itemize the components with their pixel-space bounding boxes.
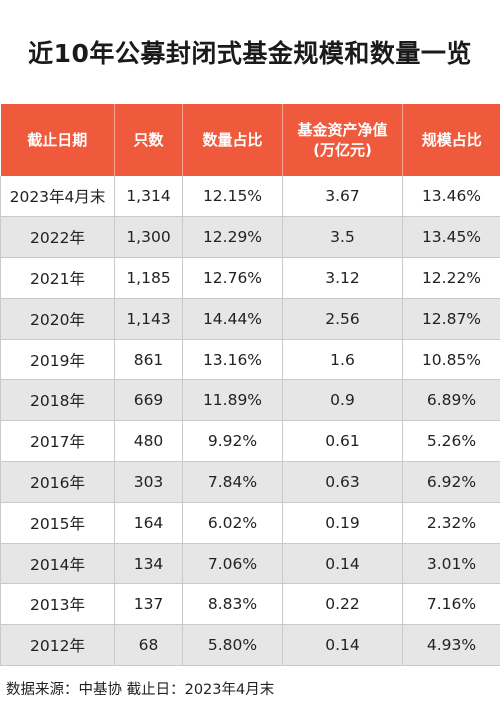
header-net-asset: 基金资产净值 (万亿元) [282, 104, 403, 176]
net-asset-cell: 2.56 [282, 298, 403, 340]
scale-ratio-cell: 7.16% [402, 583, 500, 626]
scale-ratio-cell: 13.46% [402, 176, 500, 218]
table-row: 2015年 164 6.02% 0.19 2.32% [0, 502, 500, 544]
net-asset-cell: 0.22 [282, 583, 403, 626]
scale-ratio-cell: 10.85% [402, 339, 500, 381]
count-cell: 68 [114, 624, 183, 667]
page-title: 近10年公募封闭式基金规模和数量一览 [28, 39, 472, 68]
net-asset-cell: 0.61 [282, 420, 403, 463]
table-row: 2012年 68 5.80% 0.14 4.93% [0, 624, 500, 667]
count-ratio-cell: 12.15% [182, 176, 283, 218]
table-row: 2017年 480 9.92% 0.61 5.26% [0, 420, 500, 463]
table-header-row: 截止日期 只数 数量占比 基金资产净值 (万亿元) 规模占比 [0, 104, 500, 176]
date-cell: 2017年 [0, 420, 115, 463]
table-row: 2020年 1,143 14.44% 2.56 12.87% [0, 298, 500, 340]
header-net-asset-label: 基金资产净值 [297, 121, 388, 139]
net-asset-cell: 3.12 [282, 257, 403, 299]
count-ratio-cell: 5.80% [182, 624, 283, 667]
scale-ratio-cell: 5.26% [402, 420, 500, 463]
table-row: 2022年 1,300 12.29% 3.5 13.45% [0, 216, 500, 259]
scale-ratio-cell: 4.93% [402, 624, 500, 667]
count-cell: 1,314 [114, 176, 183, 218]
count-ratio-cell: 12.29% [182, 216, 283, 259]
count-cell: 1,185 [114, 257, 183, 299]
scale-ratio-cell: 3.01% [402, 543, 500, 585]
net-asset-cell: 0.9 [282, 379, 403, 422]
table-row: 2018年 669 11.89% 0.9 6.89% [0, 379, 500, 422]
count-cell: 137 [114, 583, 183, 626]
net-asset-cell: 0.63 [282, 461, 403, 503]
count-cell: 134 [114, 543, 183, 585]
header-date: 截止日期 [0, 104, 115, 176]
table-row: 2021年 1,185 12.76% 3.12 12.22% [0, 257, 500, 299]
date-cell: 2016年 [0, 461, 115, 503]
scale-ratio-cell: 6.92% [402, 461, 500, 503]
net-asset-cell: 3.67 [282, 176, 403, 218]
table-row: 2023年4月末 1,314 12.15% 3.67 13.46% [0, 176, 500, 218]
header-net-asset-unit: (万亿元) [313, 141, 372, 159]
net-asset-cell: 0.19 [282, 502, 403, 544]
count-ratio-cell: 12.76% [182, 257, 283, 299]
date-cell: 2014年 [0, 543, 115, 585]
date-cell: 2013年 [0, 583, 115, 626]
count-cell: 1,300 [114, 216, 183, 259]
scale-ratio-cell: 12.22% [402, 257, 500, 299]
scale-ratio-cell: 13.45% [402, 216, 500, 259]
data-source-note: 数据来源：中基协 截止日：2023年4月末 [6, 682, 275, 698]
fund-scale-table: 截止日期 只数 数量占比 基金资产净值 (万亿元) 规模占比 2023年4月末 1… [0, 104, 500, 667]
count-cell: 861 [114, 339, 183, 381]
table-row: 2014年 134 7.06% 0.14 3.01% [0, 543, 500, 585]
net-asset-cell: 0.14 [282, 543, 403, 585]
count-cell: 303 [114, 461, 183, 503]
table-row: 2013年 137 8.83% 0.22 7.16% [0, 583, 500, 626]
count-ratio-cell: 7.84% [182, 461, 283, 503]
count-ratio-cell: 6.02% [182, 502, 283, 544]
date-cell: 2022年 [0, 216, 115, 259]
net-asset-cell: 1.6 [282, 339, 403, 381]
table-row: 2019年 861 13.16% 1.6 10.85% [0, 339, 500, 381]
net-asset-cell: 3.5 [282, 216, 403, 259]
net-asset-cell: 0.14 [282, 624, 403, 667]
scale-ratio-cell: 2.32% [402, 502, 500, 544]
scale-ratio-cell: 12.87% [402, 298, 500, 340]
count-cell: 480 [114, 420, 183, 463]
table-row: 2016年 303 7.84% 0.63 6.92% [0, 461, 500, 503]
count-cell: 1,143 [114, 298, 183, 340]
count-ratio-cell: 8.83% [182, 583, 283, 626]
table-body: 2023年4月末 1,314 12.15% 3.67 13.46% 2022年 1,300 1… [0, 176, 500, 667]
count-ratio-cell: 11.89% [182, 379, 283, 422]
count-ratio-cell: 9.92% [182, 420, 283, 463]
date-cell: 2019年 [0, 339, 115, 381]
header-count: 只数 [114, 104, 183, 176]
scale-ratio-cell: 6.89% [402, 379, 500, 422]
date-cell: 2020年 [0, 298, 115, 340]
date-cell: 2021年 [0, 257, 115, 299]
count-ratio-cell: 7.06% [182, 543, 283, 585]
date-cell: 2015年 [0, 502, 115, 544]
count-cell: 669 [114, 379, 183, 422]
count-ratio-cell: 14.44% [182, 298, 283, 340]
header-scale-ratio: 规模占比 [421, 131, 482, 149]
date-cell: 2012年 [0, 624, 115, 667]
date-cell: 2023年4月末 [0, 176, 115, 218]
date-cell: 2018年 [0, 379, 115, 422]
header-count-ratio: 数量占比 [182, 104, 283, 176]
count-ratio-cell: 13.16% [182, 339, 283, 381]
count-cell: 164 [114, 502, 183, 544]
